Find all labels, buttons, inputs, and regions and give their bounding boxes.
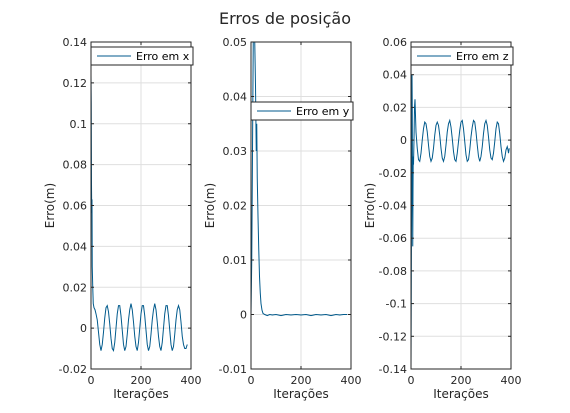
y-tick-label: -0.1 (386, 298, 407, 311)
y-tick-label: 0.01 (223, 254, 248, 267)
series-line-erro-em-x (91, 74, 188, 353)
y-axis-label: Erro(m) (363, 183, 377, 228)
legend: Erro em z (410, 46, 514, 66)
y-tick-label: 0.02 (383, 101, 408, 114)
y-axis-label: Erro(m) (43, 183, 57, 228)
legend-box (410, 46, 514, 66)
legend: Erro em x (90, 46, 194, 66)
legend-label: Erro em y (296, 105, 350, 118)
x-axis-label: Iterações (273, 387, 329, 401)
legend-label: Erro em x (136, 50, 190, 63)
y-tick-label: 0.08 (63, 159, 88, 172)
subplots: 0 200 400-0.0200.020.040.060.080.10.120.14… (43, 36, 522, 401)
y-tick-label: 0 (240, 309, 247, 322)
y-tick-label: -0.06 (379, 232, 407, 245)
x-tick-label: 400 (501, 374, 522, 387)
y-tick-label: 0.06 (383, 36, 408, 49)
legend-label: Erro em z (456, 50, 509, 63)
y-tick-label: 0 (80, 322, 87, 335)
x-tick-label: 200 (451, 374, 472, 387)
y-tick-label: -0.02 (379, 167, 407, 180)
legend-box (90, 46, 194, 66)
y-tick-label: 0.02 (63, 281, 88, 294)
y-tick-label: -0.02 (59, 363, 87, 376)
y-tick-label: 0.03 (223, 145, 248, 158)
y-tick-label: 0.05 (223, 36, 248, 49)
figure-title: Erros de posição (219, 9, 351, 28)
series-line-erro-em-z (411, 74, 510, 369)
y-tick-label: -0.01 (219, 363, 247, 376)
y-tick-label: -0.08 (379, 265, 407, 278)
y-tick-label: 0.02 (223, 200, 248, 213)
y-axis-label: Erro(m) (203, 183, 217, 228)
x-tick-label: 400 (341, 374, 362, 387)
subplot-1: 0 200 400-0.0200.020.040.060.080.10.120.14… (43, 36, 202, 401)
x-tick-label: 0 (88, 374, 95, 387)
y-tick-label: 0.04 (223, 91, 248, 104)
y-tick-label: 0.04 (63, 240, 88, 253)
y-tick-label: -0.04 (379, 200, 407, 213)
y-tick-label: 0 (400, 134, 407, 147)
x-tick-label: 400 (181, 374, 202, 387)
x-tick-label: 200 (291, 374, 312, 387)
y-tick-label: -0.12 (379, 330, 407, 343)
x-tick-label: 0 (408, 374, 415, 387)
x-axis-label: Iterações (113, 387, 169, 401)
x-axis-label: Iterações (433, 387, 489, 401)
y-tick-label: 0.04 (383, 69, 408, 82)
y-tick-label: 0.06 (63, 200, 88, 213)
x-tick-label: 200 (131, 374, 152, 387)
x-tick-label: 0 (248, 374, 255, 387)
y-tick-label: 0.12 (63, 77, 88, 90)
y-tick-label: -0.14 (379, 363, 407, 376)
subplot-3: 0 200 400 -0.14 -0.12 -0.1 -0.08 -0.06 -0.04 -0.0… (363, 36, 522, 401)
subplot-2: 0 200 400-0.0100.010.020.030.040.05Iteraçõ… (203, 36, 362, 401)
series-line-erro-em-y (251, 42, 348, 317)
legend: Erro em y (250, 101, 354, 121)
y-tick-label: 0.1 (70, 118, 88, 131)
y-tick-label: 0.14 (63, 36, 88, 49)
legend-box (250, 101, 354, 121)
